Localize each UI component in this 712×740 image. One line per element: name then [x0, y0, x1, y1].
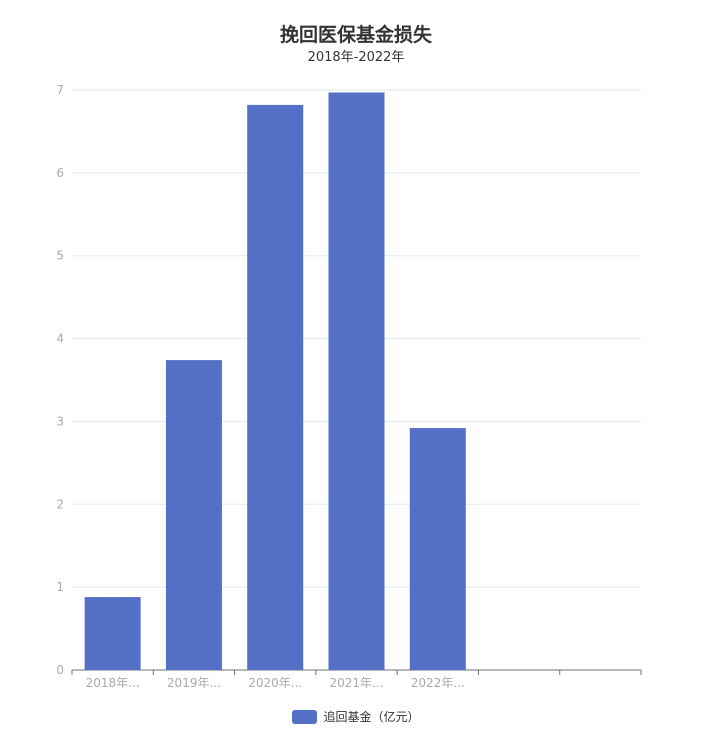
y-tick-label: 6: [56, 166, 64, 180]
legend-label: 追回基金（亿元）: [323, 710, 420, 724]
bar: [247, 104, 304, 670]
bar: [409, 428, 466, 670]
y-tick-label: 7: [56, 83, 64, 97]
y-tick-label: 1: [56, 580, 64, 594]
legend[interactable]: 追回基金（亿元）: [0, 708, 712, 725]
y-tick-label: 2: [56, 497, 64, 511]
bar: [328, 92, 385, 670]
x-tick-label: 2021年...: [330, 676, 384, 690]
y-tick-label: 5: [56, 249, 64, 263]
y-tick-label: 4: [56, 332, 64, 346]
chart-subtitle: 2018年-2022年: [307, 50, 405, 65]
legend-swatch: [292, 709, 318, 724]
bar-chart-plot: 0 1 2 3 4 5 6 7 2018年... 2019年... 2020年... 2021年...…: [56, 83, 642, 690]
x-tick-label: 2020年...: [248, 676, 302, 690]
bar: [165, 360, 222, 670]
x-tick-label: 2018年...: [86, 676, 140, 690]
x-tick-label: 2019年...: [167, 676, 221, 690]
y-tick-label: 0: [56, 663, 64, 677]
chart-title: 挽回医保基金损失: [279, 24, 432, 46]
y-tick-label: 3: [56, 414, 64, 428]
x-tick-label: 2022年...: [411, 676, 465, 690]
bar: [84, 597, 141, 670]
